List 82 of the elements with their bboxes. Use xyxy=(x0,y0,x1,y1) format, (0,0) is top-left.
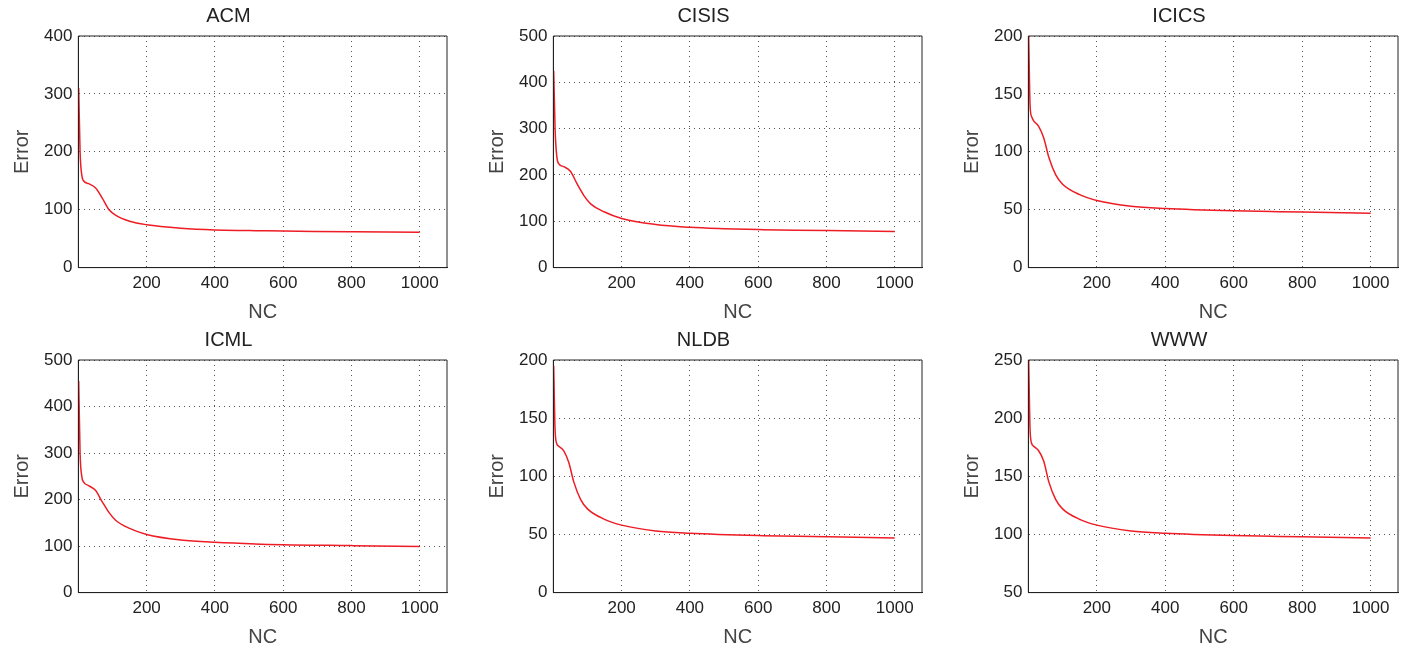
y-tick-label: 100 xyxy=(993,141,1023,161)
y-tick-label: 500 xyxy=(518,25,548,45)
y-tick-label: 100 xyxy=(43,535,73,555)
x-tick-label: 1000 xyxy=(875,273,914,293)
y-tick-label: 0 xyxy=(1012,257,1023,277)
y-tick-label: 50 xyxy=(528,524,548,544)
y-tick-label: 50 xyxy=(1003,582,1023,602)
y-tick-label: 100 xyxy=(43,199,73,219)
x-tick-label: 400 xyxy=(200,598,230,618)
x-tick-label: 1000 xyxy=(1351,598,1390,618)
x-axis-title: NC xyxy=(723,624,753,647)
x-tick-label: 800 xyxy=(812,598,841,618)
x-tick-label: 200 xyxy=(132,598,161,618)
x-axis-title: NC xyxy=(723,299,753,322)
x-axis-title: NC xyxy=(248,299,278,322)
y-tick-label: 200 xyxy=(43,489,73,509)
x-tick-label: 400 xyxy=(1151,598,1180,618)
x-tick-label: 800 xyxy=(337,598,366,618)
y-tick-label: 0 xyxy=(62,257,73,277)
chart-title: ICML xyxy=(204,327,253,350)
y-axis-title: Error xyxy=(959,129,982,175)
y-tick-label: 200 xyxy=(518,164,548,184)
x-tick-label: 600 xyxy=(743,598,773,618)
y-axis-title: Error xyxy=(9,453,32,499)
y-tick-label: 150 xyxy=(518,407,548,427)
x-tick-label: 600 xyxy=(268,598,298,618)
x-axis-title: NC xyxy=(1198,299,1228,322)
line-series xyxy=(1028,360,1372,539)
chart-title: CISIS xyxy=(677,3,730,26)
x-tick-label: 200 xyxy=(1082,598,1111,618)
x-tick-label: 600 xyxy=(1219,598,1248,618)
y-axis-title: Error xyxy=(484,453,507,499)
x-tick-label: 200 xyxy=(1082,273,1111,293)
x-tick-label: 1000 xyxy=(400,273,439,293)
x-tick-label: 400 xyxy=(675,273,705,293)
x-axis-title: NC xyxy=(248,624,278,647)
y-tick-label: 500 xyxy=(43,349,73,369)
x-tick-label: 600 xyxy=(268,273,298,293)
x-tick-label: 200 xyxy=(607,598,636,618)
chart-title: NLDB xyxy=(676,327,731,350)
y-axis-title: Error xyxy=(959,453,982,499)
x-tick-label: 800 xyxy=(1287,273,1317,293)
y-tick-label: 400 xyxy=(518,72,548,92)
x-tick-label: 200 xyxy=(132,273,161,293)
y-tick-label: 300 xyxy=(43,83,73,103)
x-tick-label: 400 xyxy=(1151,273,1180,293)
x-tick-label: 800 xyxy=(1287,598,1317,618)
y-tick-label: 0 xyxy=(537,257,548,277)
x-tick-label: 1000 xyxy=(875,598,914,618)
y-tick-label: 150 xyxy=(993,465,1023,485)
y-tick-label: 300 xyxy=(43,442,73,462)
y-axis-title: Error xyxy=(9,129,32,175)
chart-title: WWW xyxy=(1150,327,1208,350)
x-tick-label: 200 xyxy=(607,273,636,293)
y-tick-label: 400 xyxy=(43,25,73,45)
x-tick-label: 600 xyxy=(743,273,773,293)
y-tick-label: 0 xyxy=(62,582,73,602)
y-axis-title: Error xyxy=(484,129,507,175)
line-series xyxy=(1028,36,1372,214)
y-tick-label: 200 xyxy=(518,349,548,369)
y-tick-label: 400 xyxy=(43,396,73,416)
x-tick-label: 400 xyxy=(675,598,705,618)
x-tick-label: 800 xyxy=(812,273,841,293)
x-tick-label: 400 xyxy=(200,273,230,293)
y-tick-label: 200 xyxy=(993,25,1023,45)
y-tick-label: 300 xyxy=(518,118,548,138)
chart-title: ACM xyxy=(206,3,251,26)
y-tick-label: 0 xyxy=(537,582,548,602)
x-tick-label: 800 xyxy=(337,273,366,293)
y-tick-label: 200 xyxy=(43,141,73,161)
y-tick-label: 100 xyxy=(518,465,548,485)
y-tick-label: 250 xyxy=(993,349,1023,369)
chart-title: ICICS xyxy=(1152,3,1206,26)
x-tick-label: 1000 xyxy=(1351,273,1390,293)
x-tick-label: 1000 xyxy=(400,598,439,618)
y-tick-label: 50 xyxy=(1003,199,1023,219)
y-tick-label: 100 xyxy=(993,524,1023,544)
y-tick-label: 200 xyxy=(993,407,1023,427)
y-tick-label: 150 xyxy=(993,83,1023,103)
y-tick-label: 100 xyxy=(518,210,548,230)
x-tick-label: 600 xyxy=(1219,273,1248,293)
x-axis-title: NC xyxy=(1198,624,1228,647)
